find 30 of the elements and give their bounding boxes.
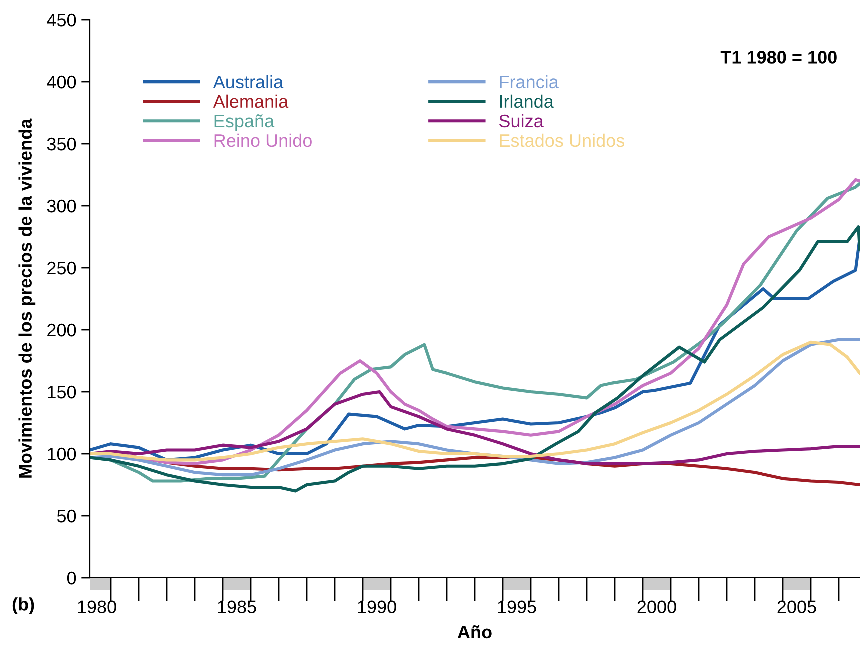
y-tick-label: 200 [48, 324, 76, 337]
legend-label: Estados Unidos [500, 134, 625, 148]
y-tick-label: 450 [47, 14, 76, 27]
y-tick-label: 400 [47, 76, 76, 89]
x-tick-label: 1980 [78, 600, 116, 614]
legend-label: Suiza [500, 114, 544, 128]
y-tick-label: 50 [57, 510, 76, 523]
legend-label: España [214, 114, 275, 132]
y-tick-label: 0 [67, 572, 76, 585]
y-axis-title: Movimientos de los precios de la vivienda [18, 118, 36, 478]
text: (b) [12, 598, 34, 614]
x-tick-label: 2005 [778, 600, 816, 614]
y-tick-label: 350 [47, 138, 76, 151]
line-series [90, 390, 860, 466]
annotation: T1 1980 = 100 [720, 51, 837, 64]
line-series [90, 226, 860, 493]
y-tick-label: 150 [48, 386, 76, 399]
legend-label: Francia [500, 75, 559, 89]
y-tick-label: 300 [47, 200, 76, 213]
legend-label: Irlanda [500, 94, 554, 108]
y-tick-label: 100 [48, 448, 76, 461]
x-tick-label: 1985 [218, 600, 256, 614]
legend-label: Reino Unido [214, 134, 312, 148]
x-axis-title: Año [458, 625, 492, 639]
legend-label: Australia [213, 75, 284, 89]
legend-label: Alemania [213, 94, 289, 108]
x-tick-label: 2000 [638, 600, 676, 614]
y-tick-label: 250 [48, 262, 76, 275]
x-tick-label: 1995 [498, 600, 536, 614]
x-tick-label: 1990 [358, 600, 396, 614]
